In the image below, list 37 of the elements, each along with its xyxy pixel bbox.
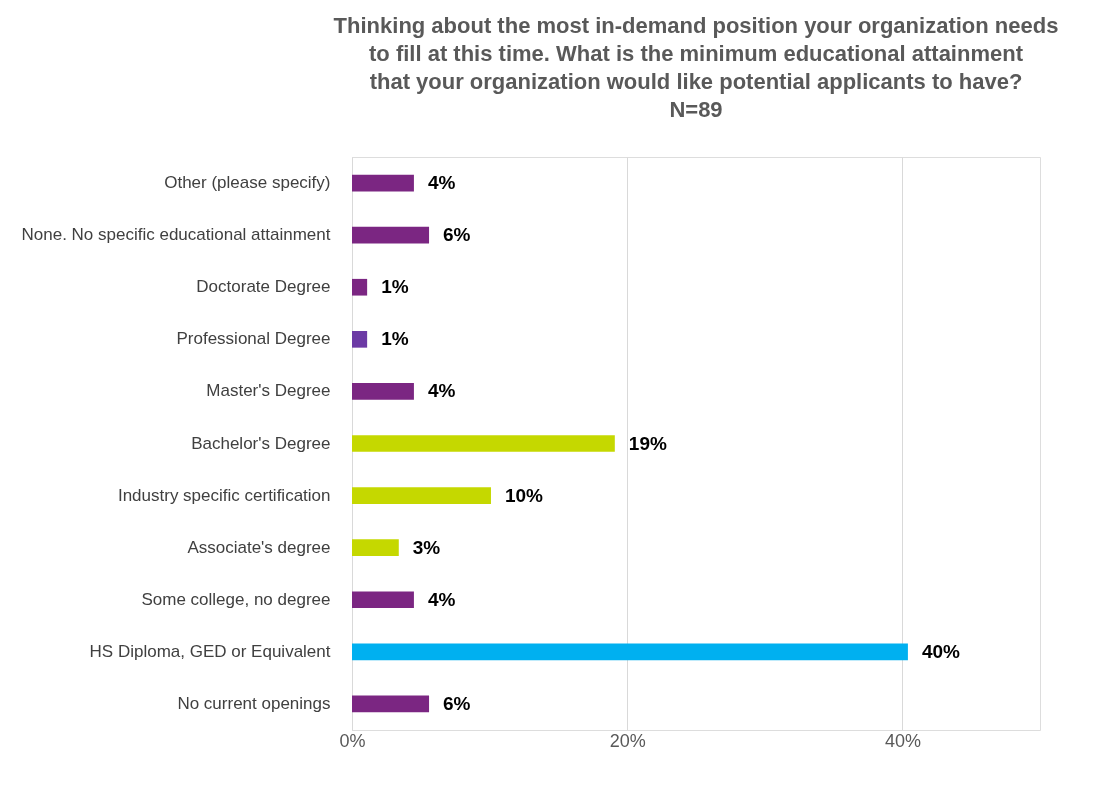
data-label: 6%	[443, 692, 471, 714]
bar	[352, 643, 908, 661]
bar	[352, 591, 414, 609]
bar	[352, 226, 430, 244]
y-tick-label: Professional Degree	[176, 329, 331, 349]
data-label: 1%	[381, 276, 409, 298]
data-label: 40%	[921, 640, 961, 662]
y-tick-label: Master's Degree	[206, 381, 331, 401]
y-tick-label: Doctorate Degree	[196, 277, 331, 297]
data-label: 6%	[443, 224, 471, 246]
bar	[352, 487, 491, 504]
bar	[352, 278, 368, 296]
x-tick-label: 0%	[339, 730, 366, 751]
x-tick-label: 40%	[884, 730, 921, 751]
y-tick-label: Industry specific certification	[117, 485, 331, 505]
y-tick-label: Associate's degree	[187, 537, 331, 557]
data-label: 4%	[427, 588, 456, 610]
y-tick-label: HS Diploma, GED or Equivalent	[89, 641, 331, 661]
data-label: 4%	[427, 380, 456, 402]
bar	[352, 435, 615, 452]
y-tick-label: Some college, no degree	[141, 589, 331, 609]
data-label: 19%	[628, 432, 667, 454]
x-tick-label: 20%	[609, 730, 646, 751]
bar	[352, 539, 399, 557]
bar	[352, 695, 430, 713]
data-label: 1%	[381, 328, 409, 350]
y-tick-label: None. No specific educational attainment	[21, 225, 331, 245]
y-tick-label: No current openings	[177, 693, 331, 713]
y-tick-label: Other (please specify)	[164, 173, 331, 193]
chart-title: Thinking about the most in-demand position your organization needs to fill at this time. What is the minimum educational attainment that your organization would like potential applicants to have? N=89	[333, 13, 1059, 122]
bar	[352, 174, 414, 192]
y-tick-label: Bachelor's Degree	[191, 433, 331, 453]
data-label: 4%	[427, 172, 456, 194]
bar	[352, 383, 414, 400]
data-label: 10%	[504, 484, 544, 506]
data-label: 3%	[412, 536, 441, 558]
bar	[352, 330, 368, 348]
